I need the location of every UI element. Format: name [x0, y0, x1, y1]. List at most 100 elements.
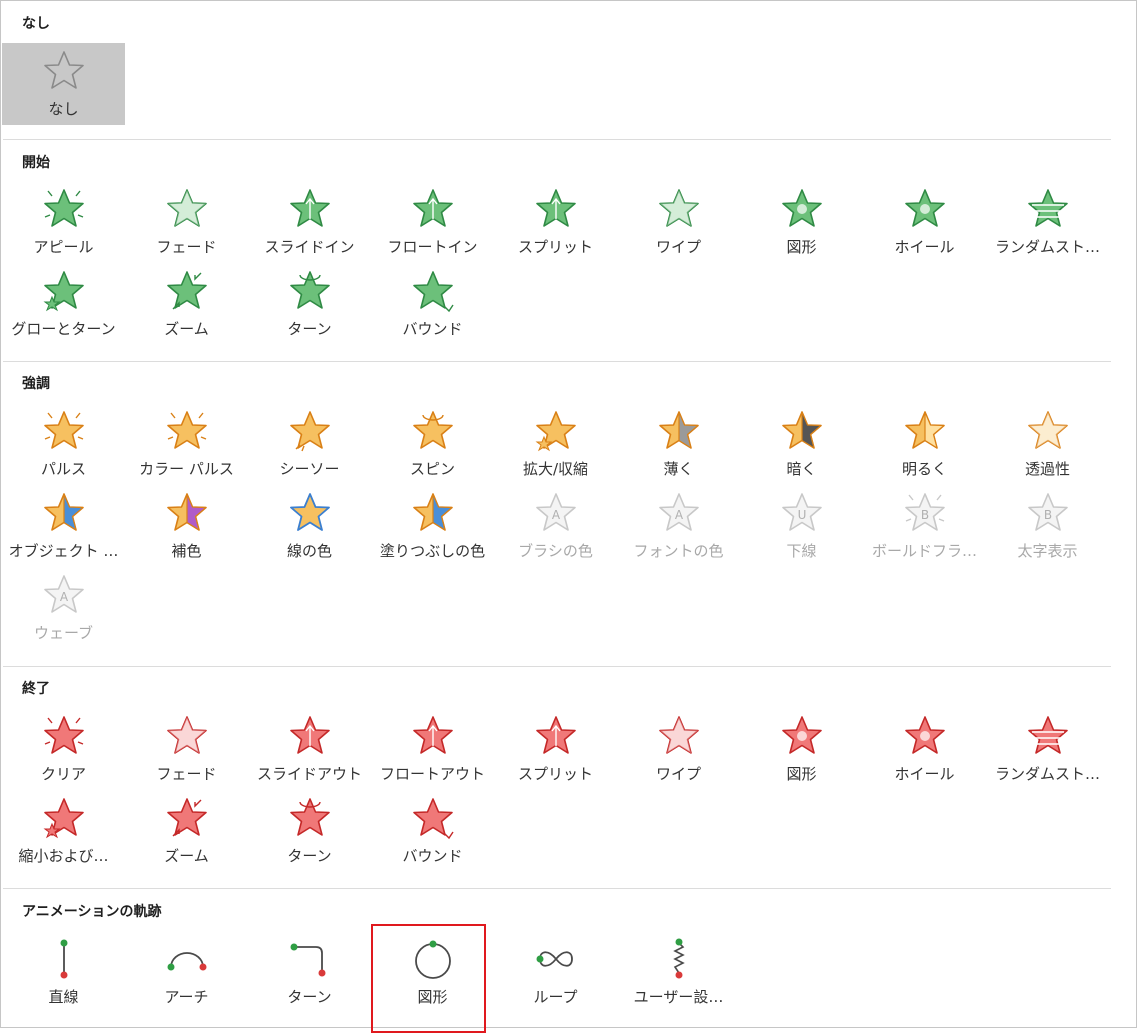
effect-motion-line-path[interactable]: 直線: [2, 931, 125, 1013]
effect-label: オブジェクト …: [8, 542, 119, 560]
effect-emphasis-lighten-star[interactable]: 明るく: [863, 403, 986, 485]
shape-star-icon: [780, 187, 824, 231]
effect-motion-loop-path[interactable]: ループ: [494, 931, 617, 1013]
effect-exit-split-star[interactable]: スプリット: [494, 708, 617, 790]
effect-entrance-shape-star[interactable]: 図形: [740, 181, 863, 263]
effect-none-star-outline[interactable]: なし: [2, 43, 125, 125]
effect-label: ユーザー設…: [633, 988, 724, 1006]
effect-entrance-random-bars-star[interactable]: ランダムスト…: [986, 181, 1109, 263]
effect-exit-disappear-star[interactable]: クリア: [2, 708, 125, 790]
effect-label: 下線: [786, 542, 817, 560]
bold-flash-star-icon: B: [903, 491, 947, 535]
effect-exit-wipe-star[interactable]: ワイプ: [617, 708, 740, 790]
swivel-star-icon: [288, 269, 332, 313]
effect-label: 太字表示: [1017, 542, 1078, 560]
effect-motion-turn-path[interactable]: ターン: [248, 931, 371, 1013]
effect-entrance-swivel-star[interactable]: ターン: [248, 263, 371, 345]
svg-text:B: B: [921, 508, 929, 522]
effect-exit-fly-out-star[interactable]: スライドアウト: [248, 708, 371, 790]
effect-label: フェード: [156, 238, 217, 256]
effect-entrance-grow-turn-star[interactable]: グローとターン: [2, 263, 125, 345]
underline-star-icon: U: [780, 491, 824, 535]
section-title-emphasis: 強調: [22, 376, 50, 392]
effect-emphasis-spin-star[interactable]: スピン: [371, 403, 494, 485]
effect-emphasis-line-color-star[interactable]: 線の色: [248, 485, 371, 567]
bounce-star-icon: [411, 796, 455, 840]
effect-emphasis-transparency-star[interactable]: 透過性: [986, 403, 1109, 485]
effect-exit-bounce-star[interactable]: バウンド: [371, 790, 494, 872]
effect-entrance-split-star[interactable]: スプリット: [494, 181, 617, 263]
effect-emphasis-teeter-star[interactable]: シーソー: [248, 403, 371, 485]
effect-motion-circle-path[interactable]: 図形: [371, 924, 494, 1033]
effect-entrance-fade-star[interactable]: フェード: [125, 181, 248, 263]
bounce-star-icon: [411, 269, 455, 313]
effect-label: 拡大/収縮: [522, 460, 589, 478]
effect-label: 図形: [786, 238, 817, 256]
effect-label: 塗りつぶしの色: [379, 542, 486, 560]
swivel-star-icon: [288, 796, 332, 840]
effect-label: スライドアウト: [256, 765, 362, 783]
effect-label: ランダムスト…: [994, 238, 1100, 256]
effect-entrance-bounce-star[interactable]: バウンド: [371, 263, 494, 345]
effect-emphasis-wave-star: A ウェーブ: [2, 567, 125, 649]
effect-exit-wheel-star[interactable]: ホイール: [863, 708, 986, 790]
split-star-icon: [534, 187, 578, 231]
line-path-icon: [42, 937, 86, 981]
effect-exit-swivel-star[interactable]: ターン: [248, 790, 371, 872]
effect-exit-zoom-star[interactable]: ズーム: [125, 790, 248, 872]
effect-emphasis-fill-color-star[interactable]: 塗りつぶしの色: [371, 485, 494, 567]
effect-emphasis-complementary-color-star[interactable]: 補色: [125, 485, 248, 567]
appear-star-icon: [42, 187, 86, 231]
effect-label: ターン: [287, 847, 332, 865]
line-color-star-icon: [288, 491, 332, 535]
effect-emphasis-object-color-star[interactable]: オブジェクト …: [2, 485, 125, 567]
effect-label: 補色: [171, 542, 202, 560]
effect-label: バウンド: [402, 847, 463, 865]
section-title-entrance: 開始: [22, 155, 50, 171]
effect-emphasis-grow-shrink-star[interactable]: 拡大/収縮: [494, 403, 617, 485]
effect-entrance-fly-in-star[interactable]: スライドイン: [248, 181, 371, 263]
zoom-star-icon: [165, 796, 209, 840]
effect-label: ターン: [287, 320, 332, 338]
effect-label: 線の色: [286, 542, 332, 560]
effect-label: フロートアウト: [379, 765, 485, 783]
bold-reveal-star-icon: B: [1026, 491, 1070, 535]
effect-emphasis-underline-star: U 下線: [740, 485, 863, 567]
effect-label: ウェーブ: [33, 624, 94, 642]
effect-label: ズーム: [164, 847, 209, 865]
effect-label: フォントの色: [633, 542, 724, 560]
effect-motion-arc-path[interactable]: アーチ: [125, 931, 248, 1013]
fill-color-star-icon: [411, 491, 455, 535]
effect-label: スプリット: [517, 765, 593, 783]
effect-emphasis-pulse-star[interactable]: パルス: [2, 403, 125, 485]
effect-label: アーチ: [164, 988, 209, 1006]
effect-label: ズーム: [164, 320, 209, 338]
effect-exit-float-out-star[interactable]: フロートアウト: [371, 708, 494, 790]
effect-exit-shape-star[interactable]: 図形: [740, 708, 863, 790]
svg-text:B: B: [1044, 508, 1052, 522]
effect-entrance-wipe-star[interactable]: ワイプ: [617, 181, 740, 263]
effect-emphasis-color-pulse-star[interactable]: カラー パルス: [125, 403, 248, 485]
effect-entrance-zoom-star[interactable]: ズーム: [125, 263, 248, 345]
effect-motion-custom-path[interactable]: ユーザー設…: [617, 931, 740, 1013]
effect-label: 縮小および…: [18, 847, 109, 865]
arc-path-icon: [165, 937, 209, 981]
svg-text:U: U: [798, 508, 807, 522]
effect-label: 透過性: [1024, 460, 1070, 478]
spin-star-icon: [411, 409, 455, 453]
desaturate-star-icon: [657, 409, 701, 453]
grow-shrink-star-icon: [534, 409, 578, 453]
effect-exit-shrink-turn-star[interactable]: 縮小および…: [2, 790, 125, 872]
effect-entrance-appear-star[interactable]: アピール: [2, 181, 125, 263]
effect-label: 図形: [417, 988, 448, 1006]
effect-exit-random-bars-star[interactable]: ランダムスト…: [986, 708, 1109, 790]
effect-entrance-float-in-star[interactable]: フロートイン: [371, 181, 494, 263]
effect-entrance-wheel-star[interactable]: ホイール: [863, 181, 986, 263]
turn-path-icon: [288, 937, 332, 981]
fade-star-icon: [165, 714, 209, 758]
effect-emphasis-desaturate-star[interactable]: 薄く: [617, 403, 740, 485]
effect-emphasis-darken-star[interactable]: 暗く: [740, 403, 863, 485]
effect-exit-fade-star[interactable]: フェード: [125, 708, 248, 790]
wheel-star-icon: [903, 187, 947, 231]
